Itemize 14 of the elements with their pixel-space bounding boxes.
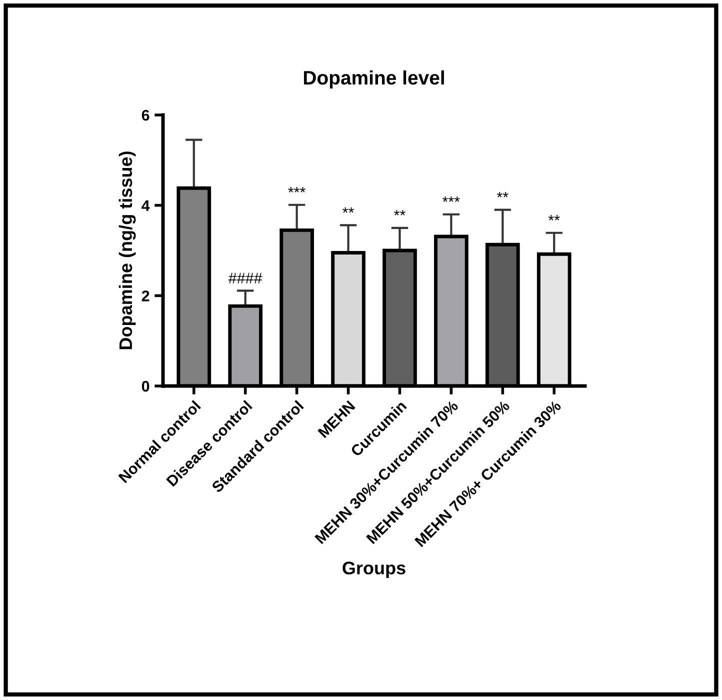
annotation: ** — [342, 207, 354, 213]
y-axis-title: Dopamine (ng/g tissue) — [118, 152, 136, 350]
y-tick-label: 0 — [142, 380, 150, 392]
y-tick-label: 4 — [142, 200, 150, 211]
annotation: *** — [442, 196, 460, 202]
chart-title: Dopamine level — [304, 70, 444, 88]
annotation: ** — [496, 192, 508, 198]
annotation: ** — [548, 215, 560, 220]
x-axis-title: Groups — [342, 562, 406, 578]
y-tick-label: 2 — [142, 290, 150, 302]
annotation: #### — [228, 272, 262, 284]
annotation: ** — [394, 210, 406, 216]
y-tick-label: 6 — [142, 110, 150, 121]
annotation: *** — [288, 187, 306, 192]
